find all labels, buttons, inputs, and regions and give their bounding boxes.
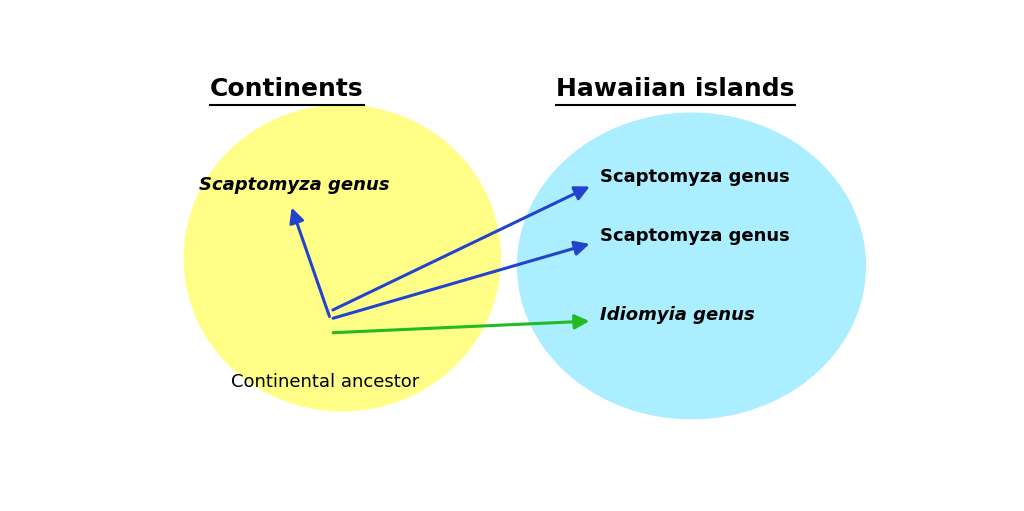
Text: Idiomyia genus: Idiomyia genus <box>600 306 755 324</box>
Ellipse shape <box>183 105 501 411</box>
Text: Scaptomyza genus: Scaptomyza genus <box>600 227 790 245</box>
Text: Scaptomyza genus: Scaptomyza genus <box>600 169 790 187</box>
Text: Continental ancestor: Continental ancestor <box>231 373 420 391</box>
Text: Continents: Continents <box>210 77 364 101</box>
Ellipse shape <box>517 112 866 420</box>
Text: Scaptomyza genus: Scaptomyza genus <box>200 176 390 194</box>
Text: Hawaiian islands: Hawaiian islands <box>556 77 795 101</box>
